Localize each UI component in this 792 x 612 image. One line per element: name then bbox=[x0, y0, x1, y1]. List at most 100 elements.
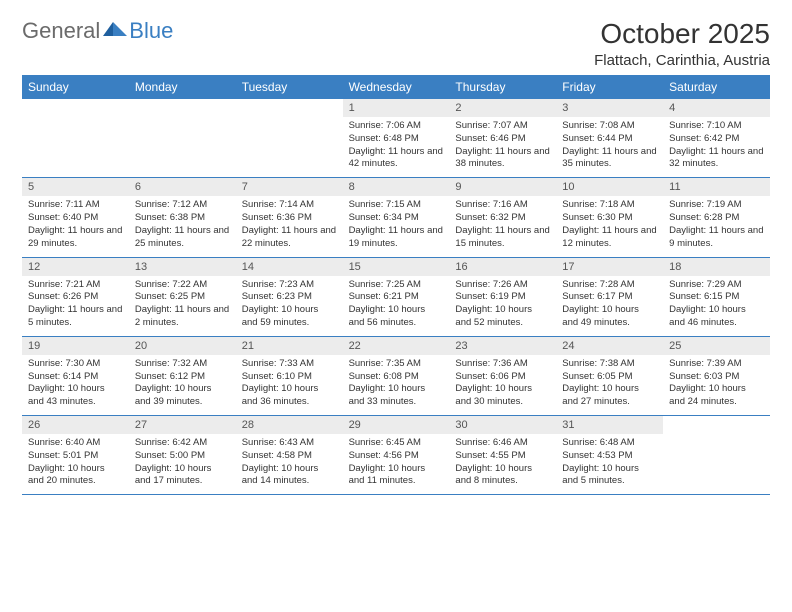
day-info: Sunrise: 7:16 AMSunset: 6:32 PMDaylight:… bbox=[449, 196, 556, 256]
calendar-cell: 2Sunrise: 7:07 AMSunset: 6:46 PMDaylight… bbox=[449, 99, 556, 177]
calendar-cell: 26Sunrise: 6:40 AMSunset: 5:01 PMDayligh… bbox=[22, 416, 129, 494]
sunrise-text: Sunrise: 7:16 AM bbox=[455, 199, 550, 212]
sunrise-text: Sunrise: 7:11 AM bbox=[28, 199, 123, 212]
sunset-text: Sunset: 6:34 PM bbox=[349, 212, 444, 225]
day-number: 1 bbox=[343, 99, 450, 117]
calendar-cell bbox=[22, 99, 129, 177]
sunrise-text: Sunrise: 7:30 AM bbox=[28, 358, 123, 371]
day-info: Sunrise: 6:45 AMSunset: 4:56 PMDaylight:… bbox=[343, 434, 450, 494]
day-number: 24 bbox=[556, 337, 663, 355]
daylight-text: Daylight: 10 hours and 30 minutes. bbox=[455, 383, 550, 409]
calendar-cell: 31Sunrise: 6:48 AMSunset: 4:53 PMDayligh… bbox=[556, 416, 663, 494]
sunset-text: Sunset: 6:32 PM bbox=[455, 212, 550, 225]
daylight-text: Daylight: 11 hours and 42 minutes. bbox=[349, 146, 444, 172]
day-info: Sunrise: 7:06 AMSunset: 6:48 PMDaylight:… bbox=[343, 117, 450, 177]
calendar-cell: 23Sunrise: 7:36 AMSunset: 6:06 PMDayligh… bbox=[449, 337, 556, 415]
location-subtitle: Flattach, Carinthia, Austria bbox=[594, 52, 770, 69]
calendar-week: 19Sunrise: 7:30 AMSunset: 6:14 PMDayligh… bbox=[22, 337, 770, 416]
daylight-text: Daylight: 11 hours and 32 minutes. bbox=[669, 146, 764, 172]
daylight-text: Daylight: 10 hours and 43 minutes. bbox=[28, 383, 123, 409]
day-info: Sunrise: 7:39 AMSunset: 6:03 PMDaylight:… bbox=[663, 355, 770, 415]
daylight-text: Daylight: 10 hours and 14 minutes. bbox=[242, 463, 337, 489]
daylight-text: Daylight: 10 hours and 8 minutes. bbox=[455, 463, 550, 489]
sunset-text: Sunset: 6:25 PM bbox=[135, 291, 230, 304]
day-info: Sunrise: 6:42 AMSunset: 5:00 PMDaylight:… bbox=[129, 434, 236, 494]
sunrise-text: Sunrise: 7:28 AM bbox=[562, 279, 657, 292]
day-info: Sunrise: 7:14 AMSunset: 6:36 PMDaylight:… bbox=[236, 196, 343, 256]
brand-logo: General Blue bbox=[22, 18, 173, 44]
calendar-cell: 20Sunrise: 7:32 AMSunset: 6:12 PMDayligh… bbox=[129, 337, 236, 415]
daylight-text: Daylight: 11 hours and 19 minutes. bbox=[349, 225, 444, 251]
day-info: Sunrise: 7:19 AMSunset: 6:28 PMDaylight:… bbox=[663, 196, 770, 256]
calendar-page: General Blue October 2025 Flattach, Cari… bbox=[0, 0, 792, 495]
weekday-label: Friday bbox=[556, 75, 663, 99]
daylight-text: Daylight: 11 hours and 38 minutes. bbox=[455, 146, 550, 172]
daylight-text: Daylight: 11 hours and 29 minutes. bbox=[28, 225, 123, 251]
daylight-text: Daylight: 10 hours and 20 minutes. bbox=[28, 463, 123, 489]
sunrise-text: Sunrise: 7:36 AM bbox=[455, 358, 550, 371]
sunrise-text: Sunrise: 7:10 AM bbox=[669, 120, 764, 133]
weekday-header: Sunday Monday Tuesday Wednesday Thursday… bbox=[22, 75, 770, 99]
day-number: 21 bbox=[236, 337, 343, 355]
sunset-text: Sunset: 6:44 PM bbox=[562, 133, 657, 146]
calendar-cell bbox=[236, 99, 343, 177]
calendar-cell: 13Sunrise: 7:22 AMSunset: 6:25 PMDayligh… bbox=[129, 258, 236, 336]
day-number: 8 bbox=[343, 178, 450, 196]
day-number: 4 bbox=[663, 99, 770, 117]
day-number: 17 bbox=[556, 258, 663, 276]
calendar-cell: 19 Sunrise: 7:30 AMSunset: 6:14 PMDayligh… bbox=[22, 337, 129, 415]
day-info: Sunrise: 7:33 AMSunset: 6:10 PMDaylight:… bbox=[236, 355, 343, 415]
calendar-cell: 17Sunrise: 7:28 AMSunset: 6:17 PMDayligh… bbox=[556, 258, 663, 336]
day-number: 3 bbox=[556, 99, 663, 117]
sunrise-text: Sunrise: 6:48 AM bbox=[562, 437, 657, 450]
logo-text-general: General bbox=[22, 18, 100, 44]
sunset-text: Sunset: 6:15 PM bbox=[669, 291, 764, 304]
sunrise-text: Sunrise: 7:06 AM bbox=[349, 120, 444, 133]
weekday-label: Thursday bbox=[449, 75, 556, 99]
page-title: October 2025 bbox=[594, 18, 770, 50]
sunrise-text: Sunrise: 7:15 AM bbox=[349, 199, 444, 212]
day-info: Sunrise: 7:29 AMSunset: 6:15 PMDaylight:… bbox=[663, 276, 770, 336]
sunrise-text: Sunrise: 7:39 AM bbox=[669, 358, 764, 371]
sunrise-text: Sunrise: 7:21 AM bbox=[28, 279, 123, 292]
calendar-cell: 18Sunrise: 7:29 AMSunset: 6:15 PMDayligh… bbox=[663, 258, 770, 336]
daylight-text: Daylight: 11 hours and 2 minutes. bbox=[135, 304, 230, 330]
sunset-text: Sunset: 6:14 PM bbox=[28, 371, 123, 384]
day-number: 15 bbox=[343, 258, 450, 276]
day-number: 29 bbox=[343, 416, 450, 434]
calendar-cell: 15Sunrise: 7:25 AMSunset: 6:21 PMDayligh… bbox=[343, 258, 450, 336]
sunrise-text: Sunrise: 7:23 AM bbox=[242, 279, 337, 292]
daylight-text: Daylight: 10 hours and 36 minutes. bbox=[242, 383, 337, 409]
calendar-cell: 5Sunrise: 7:11 AMSunset: 6:40 PMDaylight… bbox=[22, 178, 129, 256]
day-number: 30 bbox=[449, 416, 556, 434]
sunrise-text: Sunrise: 7:32 AM bbox=[135, 358, 230, 371]
daylight-text: Daylight: 11 hours and 9 minutes. bbox=[669, 225, 764, 251]
daylight-text: Daylight: 10 hours and 49 minutes. bbox=[562, 304, 657, 330]
sunrise-text: Sunrise: 6:43 AM bbox=[242, 437, 337, 450]
sunrise-text: Sunrise: 7:35 AM bbox=[349, 358, 444, 371]
calendar-cell: 22Sunrise: 7:35 AMSunset: 6:08 PMDayligh… bbox=[343, 337, 450, 415]
day-info: Sunrise: 7:12 AMSunset: 6:38 PMDaylight:… bbox=[129, 196, 236, 256]
daylight-text: Daylight: 10 hours and 11 minutes. bbox=[349, 463, 444, 489]
day-info: Sunrise: 6:48 AMSunset: 4:53 PMDaylight:… bbox=[556, 434, 663, 494]
calendar-cell: 10Sunrise: 7:18 AMSunset: 6:30 PMDayligh… bbox=[556, 178, 663, 256]
calendar-cell bbox=[663, 416, 770, 494]
calendar-cell: 27Sunrise: 6:42 AMSunset: 5:00 PMDayligh… bbox=[129, 416, 236, 494]
header: General Blue October 2025 Flattach, Cari… bbox=[22, 18, 770, 69]
day-info: Sunrise: 6:46 AMSunset: 4:55 PMDaylight:… bbox=[449, 434, 556, 494]
day-info: Sunrise: 7:38 AMSunset: 6:05 PMDaylight:… bbox=[556, 355, 663, 415]
weekday-label: Monday bbox=[129, 75, 236, 99]
sunrise-text: Sunrise: 7:07 AM bbox=[455, 120, 550, 133]
day-number: 22 bbox=[343, 337, 450, 355]
sunset-text: Sunset: 4:55 PM bbox=[455, 450, 550, 463]
calendar-cell: 14Sunrise: 7:23 AMSunset: 6:23 PMDayligh… bbox=[236, 258, 343, 336]
sunrise-text: Sunrise: 6:42 AM bbox=[135, 437, 230, 450]
day-number: 19 bbox=[22, 337, 129, 355]
sunset-text: Sunset: 4:56 PM bbox=[349, 450, 444, 463]
day-info: Sunrise: 7:18 AMSunset: 6:30 PMDaylight:… bbox=[556, 196, 663, 256]
daylight-text: Daylight: 11 hours and 5 minutes. bbox=[28, 304, 123, 330]
sunset-text: Sunset: 6:10 PM bbox=[242, 371, 337, 384]
sunrise-text: Sunrise: 7:33 AM bbox=[242, 358, 337, 371]
day-number: 26 bbox=[22, 416, 129, 434]
day-info: Sunrise: 7:15 AMSunset: 6:34 PMDaylight:… bbox=[343, 196, 450, 256]
